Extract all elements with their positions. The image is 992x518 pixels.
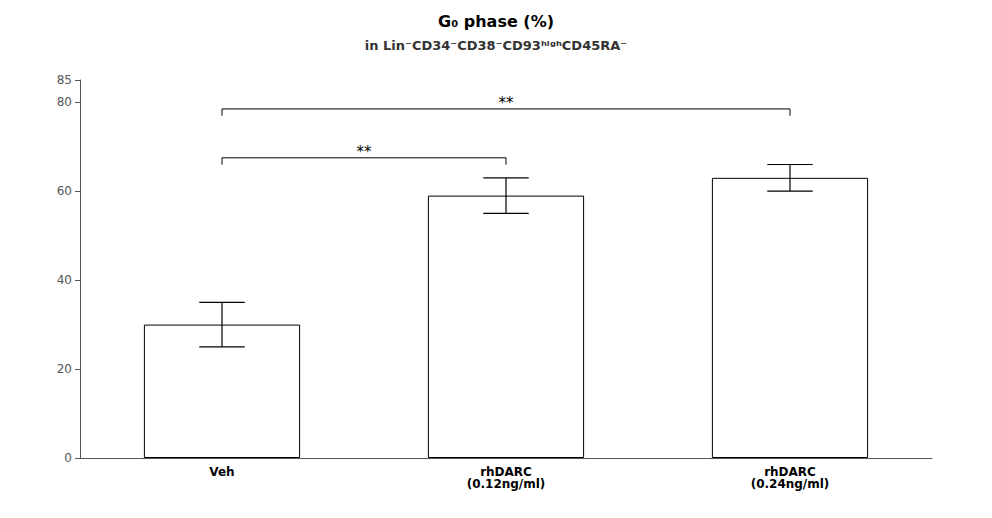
- svg-text:85: 85: [57, 73, 72, 87]
- svg-text:rhDARC: rhDARC: [764, 465, 816, 479]
- svg-text:60: 60: [57, 184, 72, 198]
- svg-text:in Lin⁻CD34⁻CD38⁻CD93ʰⁱᵍʰCD45R: in Lin⁻CD34⁻CD38⁻CD93ʰⁱᵍʰCD45RA⁻: [365, 38, 627, 53]
- svg-text:20: 20: [57, 362, 72, 376]
- svg-text:80: 80: [57, 95, 72, 109]
- svg-text:(0.12ng/ml): (0.12ng/ml): [467, 477, 546, 491]
- svg-text:G₀ phase (%): G₀ phase (%): [438, 12, 554, 31]
- svg-text:**: **: [499, 94, 515, 112]
- svg-text:Veh: Veh: [209, 465, 234, 479]
- svg-text:(0.24ng/ml): (0.24ng/ml): [751, 477, 830, 491]
- svg-text:0: 0: [64, 451, 72, 465]
- svg-text:40: 40: [57, 273, 72, 287]
- svg-text:**: **: [357, 143, 373, 161]
- svg-text:rhDARC: rhDARC: [480, 465, 532, 479]
